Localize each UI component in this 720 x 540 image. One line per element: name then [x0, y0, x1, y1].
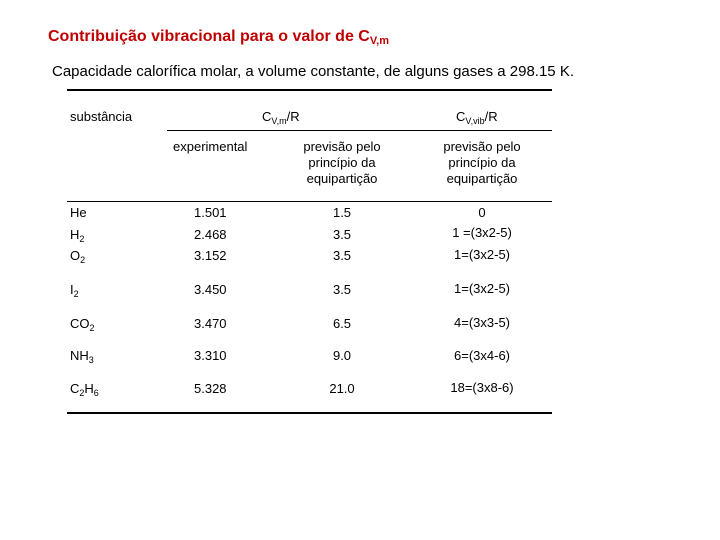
experimental-cell: 3.310	[194, 348, 227, 363]
table-bottom-rule	[67, 412, 552, 414]
prediction-cell: 3.5	[332, 227, 352, 242]
prediction-cell: 9.0	[332, 348, 352, 363]
vibration-cell: 18=(3x8-6)	[450, 380, 514, 395]
header-experimental: experimental	[173, 139, 248, 154]
page-title: Contribuição vibracional para o valor de…	[48, 28, 390, 47]
header-prediction-1: previsão pelo princípio da equipartição	[303, 139, 381, 186]
substance-cell: NH3	[70, 348, 94, 365]
experimental-cell: 5.328	[194, 381, 227, 396]
header-bottom-rule	[67, 201, 552, 202]
substance-cell: I2	[70, 282, 79, 299]
prediction-cell: 6.5	[332, 316, 352, 331]
substance-cell: H2	[70, 227, 85, 244]
experimental-cell: 3.470	[194, 316, 227, 331]
substance-cell: CO2	[70, 316, 95, 333]
prediction-cell: 3.5	[332, 248, 352, 263]
header-sub-rule	[167, 130, 552, 131]
prediction-cell: 1.5	[332, 205, 352, 220]
substance-cell: He	[70, 205, 87, 220]
header-substance: substância	[70, 109, 133, 124]
header-prediction-2: previsão pelo princípio da equipartição	[443, 139, 521, 186]
substance-cell: C2H6	[70, 381, 99, 398]
page-subtitle: Capacidade calorífica molar, a volume co…	[52, 63, 574, 80]
experimental-cell: 1.501	[194, 205, 227, 220]
vibration-cell: 4=(3x3-5)	[454, 315, 510, 330]
prediction-cell: 3.5	[332, 282, 352, 297]
vibration-cell: 1 =(3x2-5)	[452, 225, 512, 240]
header-cv-vib: CV,vib/R	[456, 109, 498, 126]
table-top-rule	[67, 89, 552, 91]
vibration-cell: 6=(3x4-6)	[454, 348, 510, 363]
experimental-cell: 2.468	[194, 227, 227, 242]
substance-cell: O2	[70, 248, 86, 265]
header-cvm: CV,m/R	[262, 109, 300, 126]
prediction-cell: 21.0	[329, 381, 355, 396]
experimental-cell: 3.152	[194, 248, 227, 263]
vibration-cell: 0	[478, 205, 486, 220]
vibration-cell: 1=(3x2-5)	[454, 247, 510, 262]
vibration-cell: 1=(3x2-5)	[454, 281, 510, 296]
experimental-cell: 3.450	[194, 282, 227, 297]
